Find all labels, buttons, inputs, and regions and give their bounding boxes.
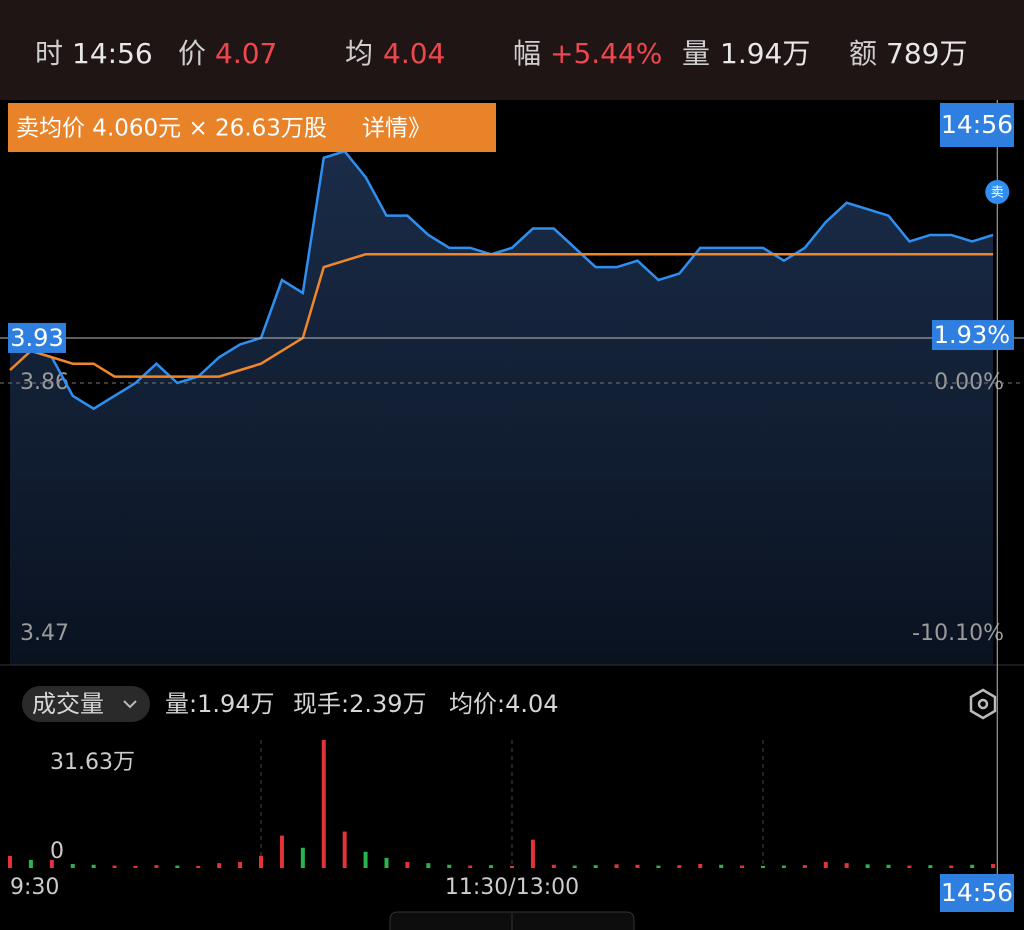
volume-bar <box>781 865 786 868</box>
crosshair-time-box <box>940 103 1014 147</box>
y-tick-label: 3.47 <box>20 621 69 646</box>
volume-bar <box>112 865 117 868</box>
settings-icon-dot <box>977 698 989 710</box>
crosshair-time: 14:56 <box>941 110 1013 139</box>
banner-link[interactable]: 详情》 <box>362 116 431 142</box>
volume-bar <box>991 863 996 868</box>
volume-bar <box>802 865 807 868</box>
toolbar-avg: 均价:4.04 <box>449 690 559 718</box>
price-line <box>10 149 994 411</box>
volume-bar <box>363 851 368 868</box>
volume-bar <box>928 865 933 868</box>
volume-bar <box>49 859 54 868</box>
volume-bar <box>844 863 849 868</box>
header-label: 额 <box>849 37 877 70</box>
crosshair-time: 14:56 <box>941 878 1013 907</box>
volume-bar <box>970 864 975 868</box>
volume-bar <box>489 865 494 868</box>
price-area <box>10 151 994 666</box>
volume-bar <box>133 865 138 868</box>
volume-bar <box>405 861 410 868</box>
x-label: 11:30/13:00 <box>445 875 579 900</box>
header: 时 14:56 价 4.07 均 4.04 幅 +5.44% 量 1.94万 额… <box>35 37 967 70</box>
volume-bar <box>321 740 326 868</box>
toolbar-volume: 量:1.94万 <box>165 690 275 718</box>
header-value: +5.44% <box>550 37 662 70</box>
toolbar-lot: 现手:2.39万 <box>293 690 427 718</box>
volume-bar <box>886 864 891 868</box>
volume-bar <box>8 855 12 868</box>
volume-bar <box>530 839 535 868</box>
volume-bar <box>384 857 389 868</box>
volume-bar <box>426 863 431 868</box>
header-value: 4.04 <box>383 37 445 70</box>
crosshair-percent: 1.93% <box>934 321 1010 349</box>
volume-bar <box>342 831 347 868</box>
volume-bar <box>217 863 222 868</box>
volume-bar <box>677 865 682 868</box>
volume-bar <box>614 864 619 868</box>
volume-bar <box>300 847 305 868</box>
indicator-name: 成交量 <box>32 690 104 718</box>
crosshair-price-box <box>8 322 66 353</box>
volume-bar <box>698 863 703 868</box>
volume-bar <box>468 865 473 868</box>
crosshair-percent-box <box>932 320 1014 351</box>
crosshair-price: 3.93 <box>10 324 63 352</box>
header-label: 价 <box>178 37 206 70</box>
volume-bar <box>259 855 263 868</box>
volume-bar <box>865 864 870 868</box>
volume-bar <box>551 864 556 868</box>
volume-bar <box>593 865 598 868</box>
volume-bar <box>279 835 284 868</box>
volume-bar <box>28 859 33 868</box>
dropdown-icon <box>123 700 137 709</box>
volume-bar <box>447 864 452 868</box>
volume-tick-label: 0 <box>50 839 64 864</box>
banner-text: 卖均价 4.060元 × 26.63万股 <box>16 116 327 142</box>
crosshair-time-box <box>940 874 1014 912</box>
indicator-selector[interactable] <box>22 686 150 722</box>
volume-bar <box>70 863 75 868</box>
header-value: 14:56 <box>72 37 153 70</box>
trade-marker <box>985 180 1010 204</box>
trade-marker-label: 卖 <box>991 186 1004 201</box>
volume-bar <box>740 865 745 868</box>
average-line <box>9 253 994 378</box>
volume-bar <box>572 865 577 868</box>
volume-bar <box>238 861 243 868</box>
header-value: 4.07 <box>215 37 277 70</box>
volume-bar <box>949 865 954 868</box>
crosshair-layer: 3.93 1.93% 14:56 14:56 卖 <box>0 100 1024 912</box>
volume-tick-label: 31.63万 <box>50 750 135 775</box>
volume-bar <box>175 865 180 868</box>
header-label: 幅 <box>513 37 541 70</box>
volume-bar <box>91 864 96 868</box>
header-label: 时 <box>35 37 63 70</box>
header-bar <box>0 0 1024 100</box>
header-label: 均 <box>345 37 373 70</box>
header-value: 1.94万 <box>720 37 810 70</box>
volume-bar <box>154 865 159 868</box>
settings-icon[interactable] <box>969 688 997 720</box>
volume-bar <box>823 861 828 868</box>
header-label: 量 <box>682 37 710 70</box>
volume-bar <box>907 865 912 868</box>
volume-bar <box>196 865 201 868</box>
volume-bar <box>510 865 514 868</box>
volume-bar <box>719 864 724 868</box>
banner[interactable] <box>8 103 496 152</box>
header-value: 789万 <box>886 37 967 70</box>
y2-tick-label: -10.10% <box>912 621 1004 646</box>
volume-bar <box>761 865 765 868</box>
volume-bar <box>635 864 640 868</box>
volume-bar <box>656 865 661 868</box>
x-label: 9:30 <box>10 875 59 900</box>
